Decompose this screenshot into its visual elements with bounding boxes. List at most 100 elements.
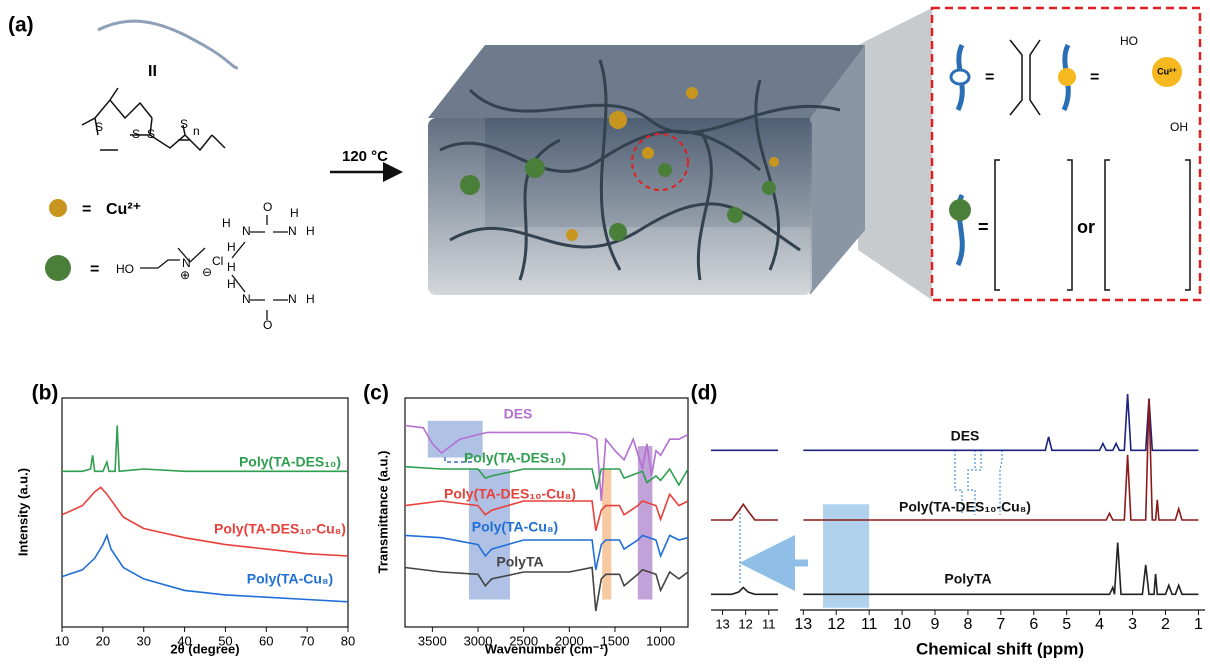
- structure-label: n: [193, 124, 200, 138]
- legend-label: Cu²⁺: [106, 201, 141, 218]
- series-label: Poly(TA-DES₁₀-Cu₈): [444, 486, 576, 502]
- spectrum-line: [404, 534, 689, 570]
- highlight-band: [823, 504, 870, 608]
- inset-label: HO: [1120, 34, 1138, 48]
- spectrum-line: [404, 492, 689, 532]
- arrow-label: 120 °C: [342, 148, 388, 165]
- structure-label: N: [288, 292, 297, 306]
- structure-label: H: [227, 260, 236, 274]
- structure: [140, 215, 288, 320]
- structure-label: H: [290, 206, 299, 220]
- x-tick-label: 1500: [601, 633, 630, 648]
- x-tick-label: 3: [1128, 616, 1137, 633]
- spectrum-line: [803, 398, 1199, 521]
- highlight-band: [468, 468, 510, 600]
- des-icon: [609, 223, 627, 241]
- cu-icon: [49, 199, 67, 217]
- structure-label: N: [242, 224, 251, 238]
- x-tick-label: 1000: [646, 633, 675, 648]
- equals: =: [985, 69, 994, 86]
- structure-label: H: [306, 292, 315, 306]
- highlight-band: [602, 468, 612, 600]
- spectrum-line: [711, 502, 778, 521]
- x-tick-label: 2000: [555, 633, 584, 648]
- cu-icon: [566, 229, 578, 241]
- structure-label: II: [148, 63, 157, 80]
- network: [439, 59, 841, 281]
- structure-label: N: [182, 256, 191, 270]
- structure-label: N: [242, 292, 251, 306]
- x-tick-label: 13: [794, 616, 812, 633]
- spectrum-line: [62, 425, 348, 473]
- series-label: Poly(TA-Cu₈): [247, 571, 333, 587]
- des-icon: [525, 158, 545, 178]
- structure: [81, 87, 226, 152]
- x-tick-label: 2500: [509, 633, 538, 648]
- des-icon: [460, 175, 480, 195]
- series-label: Poly(TA-DES₁₀-Cu₈): [214, 521, 346, 537]
- x-axis-label: Wavenumber (cm⁻¹): [485, 641, 608, 656]
- cu-icon: [609, 111, 627, 129]
- des-icon: [949, 199, 971, 221]
- connector: [444, 457, 475, 463]
- panel-label: (a): [8, 14, 34, 37]
- series-label: Poly(TA-DES₁₀): [464, 450, 566, 466]
- des-icon: [762, 181, 776, 195]
- x-tick-label: 11: [861, 616, 878, 633]
- spectrum-line: [803, 393, 1199, 452]
- equals: =: [82, 201, 91, 218]
- spectrum-line: [61, 486, 349, 557]
- annotations: [444, 450, 1003, 591]
- inset-icon: [1058, 68, 1076, 86]
- cu-icon: [642, 147, 654, 159]
- x-tick-label: 2: [1161, 616, 1170, 633]
- structure-label: S: [95, 120, 103, 134]
- x-tick-label: 3000: [464, 633, 493, 648]
- highlight-band: [427, 420, 483, 458]
- series-label: PolyTA: [496, 554, 543, 570]
- x-tick-label: 10: [55, 633, 69, 648]
- x-tick-label: 30: [136, 633, 150, 648]
- series-label: Poly(TA-Cu₈): [472, 519, 558, 535]
- series-label: DES: [504, 406, 533, 422]
- structure-label: Cl: [212, 254, 223, 268]
- x-tick-label: 13: [715, 616, 729, 631]
- x-tick-label: 6: [1029, 616, 1038, 633]
- cu-icon: [686, 87, 698, 99]
- series-label: PolyTA: [944, 571, 991, 587]
- x-tick-label: 5: [1062, 616, 1071, 633]
- plot-frame: [61, 397, 349, 628]
- x-tick-label: 7: [996, 616, 1005, 633]
- x-tick-label: 80: [341, 633, 355, 648]
- x-tick-label: 10: [893, 616, 911, 633]
- x-tick-label: 9: [931, 616, 940, 633]
- spectrum-line: [404, 566, 689, 612]
- structure-label: O: [263, 200, 272, 214]
- structure-label: H: [227, 240, 236, 254]
- structure-label: ⊖: [202, 265, 212, 279]
- polymer-icon: [97, 19, 239, 70]
- x-tick-label: 12: [827, 616, 845, 633]
- x-tick-label: 4: [1095, 616, 1104, 633]
- panel-label: (d): [691, 382, 718, 405]
- x-tick-label: 40: [177, 633, 191, 648]
- equals: =: [1090, 69, 1099, 86]
- spectrum-line: [711, 586, 778, 596]
- cu-icon: [769, 157, 779, 167]
- x-tick-label: 70: [300, 633, 314, 648]
- highlight-band: [637, 446, 653, 600]
- inset-label: Cu²⁺: [1157, 66, 1177, 76]
- structure-label: S: [147, 127, 155, 141]
- y-axis-label: Intensity (a.u.): [15, 468, 30, 556]
- series-label: Poly(TA-DES₁₀-Cu₈): [899, 499, 1031, 515]
- structure-label: H: [222, 216, 231, 230]
- structure-label: H: [306, 224, 315, 238]
- y-axis-label: Transmittance (a.u.): [375, 451, 390, 574]
- des-icon: [658, 163, 672, 177]
- x-axis-label: 2θ (degree): [170, 641, 239, 656]
- panel-a: (a) II S S S S n = Cu²⁺ = HO N ⊕ Cl ⊖ H …: [8, 6, 1202, 332]
- zoom: [858, 8, 932, 300]
- des-icon: [727, 207, 743, 223]
- x-tick-label: 8: [963, 616, 972, 633]
